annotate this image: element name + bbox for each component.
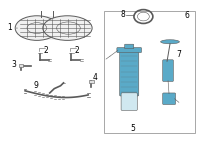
Text: 8: 8 xyxy=(120,10,125,19)
Text: 2: 2 xyxy=(43,46,48,55)
FancyBboxPatch shape xyxy=(121,93,137,110)
Bar xyxy=(31,16,70,40)
Text: 5: 5 xyxy=(131,124,136,133)
Bar xyxy=(19,64,23,67)
FancyBboxPatch shape xyxy=(120,51,139,96)
Text: 7: 7 xyxy=(176,50,181,59)
Text: 4: 4 xyxy=(93,73,98,82)
Text: 2: 2 xyxy=(75,46,80,55)
Text: 1: 1 xyxy=(7,23,12,32)
Text: 9: 9 xyxy=(33,81,38,90)
Bar xyxy=(89,80,94,83)
Text: 6: 6 xyxy=(184,11,189,20)
FancyBboxPatch shape xyxy=(125,44,134,49)
Ellipse shape xyxy=(161,40,179,44)
FancyBboxPatch shape xyxy=(163,60,173,81)
Ellipse shape xyxy=(43,16,92,40)
Ellipse shape xyxy=(15,16,59,40)
FancyBboxPatch shape xyxy=(163,93,176,105)
FancyBboxPatch shape xyxy=(117,47,142,53)
Text: 3: 3 xyxy=(11,60,16,69)
Bar xyxy=(104,11,195,133)
